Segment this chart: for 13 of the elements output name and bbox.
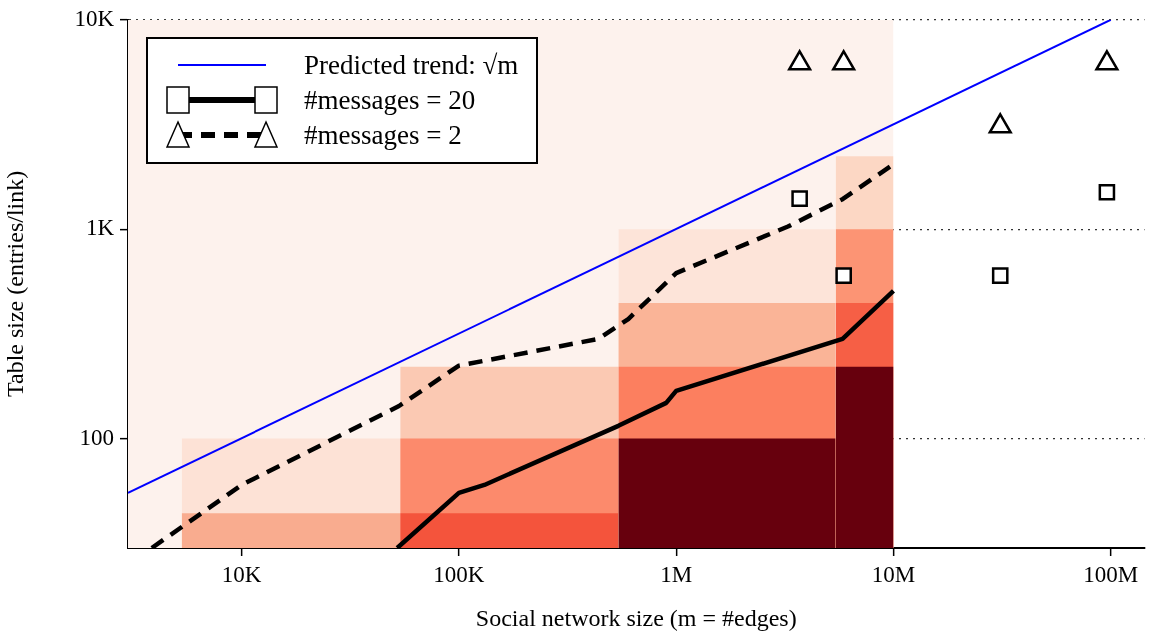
y-tick-label: 100	[79, 424, 114, 450]
legend-label: #messages = 20	[304, 84, 476, 116]
x-axis-title: Social network size (m = #edges)	[475, 604, 797, 631]
x-tick-label: 1M	[660, 561, 693, 587]
x-tick-label: 100K	[433, 561, 485, 587]
legend-label: Predicted trend: √m	[304, 49, 519, 81]
y-tick-label: 1K	[85, 215, 115, 241]
x-tick-label: 100M	[1083, 561, 1139, 587]
legend-label: #messages = 2	[304, 119, 462, 151]
y-tick-label: 10K	[74, 5, 115, 31]
x-tick-label: 10K	[221, 561, 262, 587]
y-axis-title: Table size (entries/link)	[1, 170, 28, 398]
x-tick-label: 10M	[871, 561, 916, 587]
